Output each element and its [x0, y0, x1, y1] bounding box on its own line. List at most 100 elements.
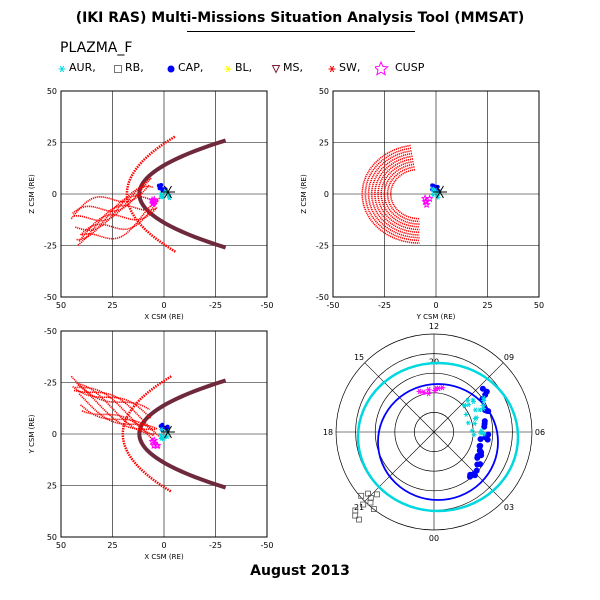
x-tick-label: 0: [161, 541, 166, 550]
orbit-loop: [78, 393, 158, 430]
marker: [358, 492, 365, 499]
marker: [430, 186, 436, 192]
legend-label: AUR,: [69, 61, 96, 74]
marker: [477, 436, 484, 443]
orbit-loop: [79, 199, 160, 236]
y-tick-label: -25: [44, 242, 57, 251]
marker: [352, 507, 359, 514]
marker: [463, 412, 469, 417]
boundary-curve: [137, 138, 227, 250]
marker: [471, 472, 478, 479]
x-tick-label: 50: [534, 301, 544, 310]
plot-frame: [60, 90, 268, 298]
orbit-loop: [70, 375, 150, 411]
x-tick-label: 25: [107, 301, 117, 310]
legend-marker-cusp: [375, 60, 389, 76]
legend-marker-bl: [224, 65, 232, 73]
x-tick-label: -50: [260, 301, 273, 310]
orbit-arc: [121, 375, 172, 493]
marker: [469, 428, 475, 434]
polar-spoke: [433, 431, 504, 502]
marker: [374, 491, 380, 498]
mlt-label: 15: [354, 353, 364, 362]
marker: [473, 407, 479, 413]
orbit-loop: [370, 152, 420, 236]
legend-marker-ms: [271, 65, 281, 74]
polar-spoke: [433, 362, 504, 433]
orbit-loop: [72, 177, 152, 214]
y-tick-label: 50: [319, 87, 329, 96]
marker: [471, 432, 477, 438]
marker: [420, 389, 427, 396]
marker: [473, 415, 479, 421]
legend-marker-sw: [328, 65, 336, 73]
orbit-loop: [361, 144, 420, 244]
marker: [430, 183, 435, 188]
mlt-label: 12: [429, 322, 439, 331]
orbit-loop: [81, 197, 161, 240]
marker: [478, 452, 485, 459]
legend: AUR, RB, CAP, BL, MS, SW, CUSP: [0, 60, 600, 82]
marker: [148, 437, 157, 445]
plot-frame: [60, 330, 268, 538]
orbit-loop: [364, 147, 420, 242]
legend-marker-aur: [58, 65, 66, 73]
y-tick-label: 50: [47, 533, 57, 542]
marker: [465, 397, 471, 403]
marker: [478, 430, 484, 436]
marker: [476, 442, 483, 449]
marker: [365, 490, 371, 497]
x-tick-label: 0: [161, 301, 166, 310]
x-tick-label: -50: [326, 301, 339, 310]
marker: [150, 195, 159, 204]
marker: [461, 402, 467, 408]
legend-label: CUSP: [395, 61, 425, 74]
y-axis-label: Z CSM (RE): [28, 174, 36, 214]
marker: [161, 425, 175, 439]
y-tick-label: -25: [44, 379, 57, 388]
x-tick-label: 25: [482, 301, 492, 310]
marker: [153, 441, 162, 449]
marker: [470, 397, 476, 403]
mlt-label: 03: [504, 503, 514, 512]
x-tick-label: 25: [107, 541, 117, 550]
legend-label: SW,: [339, 61, 361, 74]
mlt-label: 06: [535, 428, 545, 437]
legend-label: MS,: [283, 61, 303, 74]
panel-yz: -50 -25 0 25 50 -50 -25 0 25 50 Y CSM (RE) Z CSM (R…: [300, 87, 544, 321]
legend-label: CAP,: [178, 61, 204, 74]
marker: [159, 427, 165, 432]
marker: [371, 506, 377, 512]
marker: [433, 185, 447, 199]
orbit-loop: [386, 166, 420, 223]
y-tick-label: 0: [52, 430, 57, 439]
y-tick-label: -50: [316, 293, 329, 302]
x-tick-label: 50: [56, 541, 66, 550]
y-tick-label: 25: [47, 482, 57, 491]
marker: [425, 390, 432, 397]
marker: [481, 418, 488, 425]
orbit-arc: [125, 135, 177, 253]
auroral-oval-blue: [377, 383, 499, 501]
marker: [476, 447, 483, 454]
marker: [481, 395, 487, 401]
marker: [422, 200, 431, 209]
y-axis-label: Z CSM (RE): [300, 174, 308, 214]
marker: [465, 420, 471, 426]
marker: [58, 65, 66, 73]
y-tick-label: 0: [324, 190, 329, 199]
x-axis-label: X CSM (RE): [144, 553, 184, 561]
marker: [480, 406, 486, 411]
polar-spoke: [364, 431, 435, 502]
auroral-oval-cyan: [356, 361, 520, 513]
marker: [473, 467, 480, 474]
mlt-label: 09: [504, 353, 514, 362]
marker: [474, 461, 481, 468]
orbit-loop: [380, 160, 420, 228]
legend-marker-rb: [114, 65, 122, 73]
marker: [328, 65, 336, 73]
marker: [114, 65, 122, 73]
x-tick-label: 50: [56, 301, 66, 310]
